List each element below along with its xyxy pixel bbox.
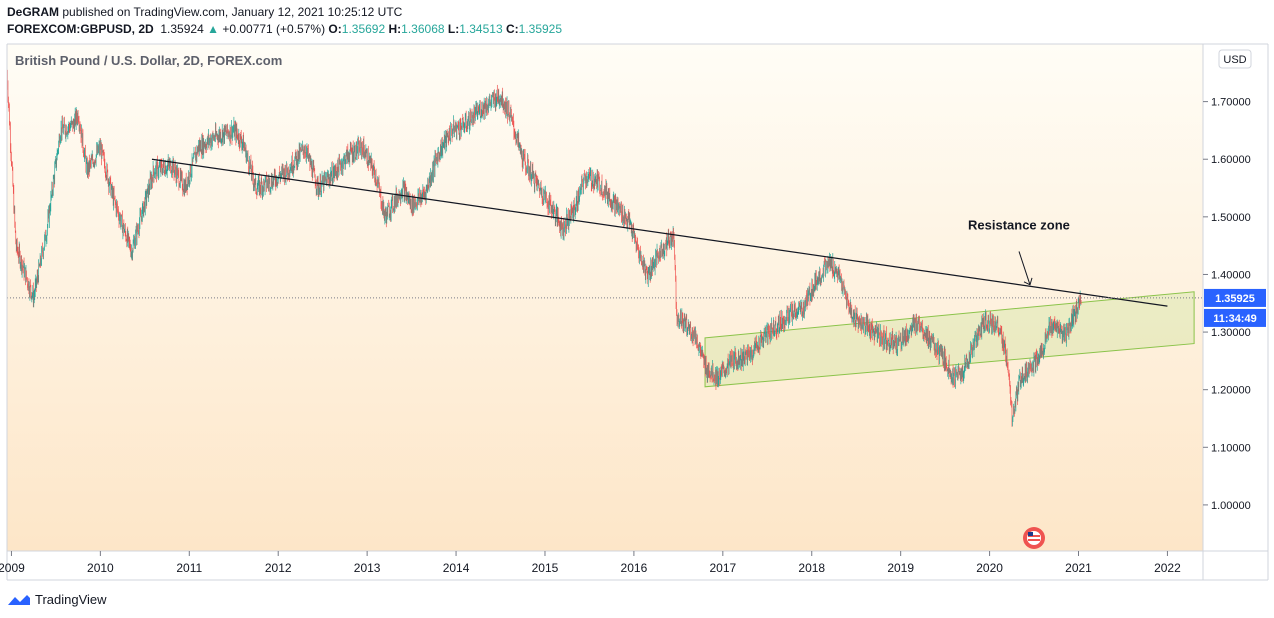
- y-tick-label: 1.40000: [1211, 269, 1251, 281]
- last-price-value: 1.35924: [160, 22, 204, 36]
- open-label: O:: [328, 22, 342, 36]
- y-tick-label: 1.00000: [1211, 500, 1251, 512]
- x-tick-label: 2011: [176, 561, 202, 575]
- x-tick-label: 2009: [0, 561, 25, 575]
- tradingview-brand: TradingView: [35, 592, 107, 607]
- y-tick-label: 1.50000: [1211, 212, 1251, 224]
- x-tick-label: 2016: [621, 561, 648, 575]
- currency-button[interactable]: USD: [1218, 49, 1252, 69]
- close-value: 1.35925: [518, 22, 563, 36]
- author-name[interactable]: DeGRAM: [7, 5, 60, 19]
- x-tick-label: 2013: [354, 561, 381, 575]
- publish-info: DeGRAM published on TradingView.com, Jan…: [7, 5, 402, 19]
- x-tick-label: 2010: [87, 561, 114, 575]
- annotation-arrowhead: [1023, 277, 1033, 286]
- last-price-tag: [1204, 288, 1266, 307]
- x-tick-label: 2021: [1065, 561, 1092, 575]
- y-tick-label: 1.20000: [1211, 385, 1251, 397]
- last-price-label: 1.35925: [1215, 293, 1255, 305]
- low-label: L:: [447, 22, 460, 36]
- y-tick-label: 1.30000: [1211, 327, 1251, 339]
- resistance-trendline[interactable]: [151, 158, 1168, 307]
- y-tick-label: 1.70000: [1211, 97, 1251, 109]
- resistance-zone-label: Resistance zone: [968, 217, 1070, 232]
- chart-title: British Pound / U.S. Dollar, 2D, FOREX.c…: [15, 53, 282, 68]
- close-label: C:: [505, 22, 519, 36]
- x-tick-label: 2015: [532, 561, 559, 575]
- high-value: 1.36068: [401, 22, 445, 36]
- x-tick-label: 2017: [709, 561, 736, 575]
- y-tick-label: 1.10000: [1211, 442, 1251, 454]
- tradingview-logo[interactable]: TradingView: [7, 592, 107, 607]
- annotation-arrow: [1018, 251, 1031, 285]
- low-value: 1.34513: [459, 22, 503, 36]
- x-tick-label: 2019: [887, 561, 914, 575]
- bar-timer-label: 11:34:49: [1213, 313, 1256, 325]
- x-tick-label: 2022: [1154, 561, 1181, 575]
- bar-timer-tag: [1204, 308, 1266, 327]
- x-tick-label: 2014: [443, 561, 470, 575]
- tradingview-logo-icon: [8, 594, 30, 605]
- x-tick-label: 2018: [798, 561, 825, 575]
- events-flag-icon[interactable]: [1023, 527, 1045, 549]
- change-value: +0.00771 (+0.57%): [222, 22, 326, 36]
- high-label: H:: [388, 22, 402, 36]
- currency-label: USD: [1223, 54, 1246, 66]
- y-tick-label: 1.60000: [1211, 154, 1251, 166]
- change-arrow-icon: ▲: [207, 22, 219, 36]
- ohlc-legend: FOREXCOM:GBPUSD, 2D 1.35924 ▲ +0.00771 (…: [7, 22, 562, 36]
- symbol-label[interactable]: FOREXCOM:GBPUSD, 2D: [7, 22, 154, 36]
- x-tick-label: 2020: [976, 561, 1003, 575]
- open-value: 1.35692: [341, 22, 386, 36]
- publish-date: published on TradingView.com, January 12…: [59, 5, 403, 19]
- x-tick-label: 2012: [265, 561, 292, 575]
